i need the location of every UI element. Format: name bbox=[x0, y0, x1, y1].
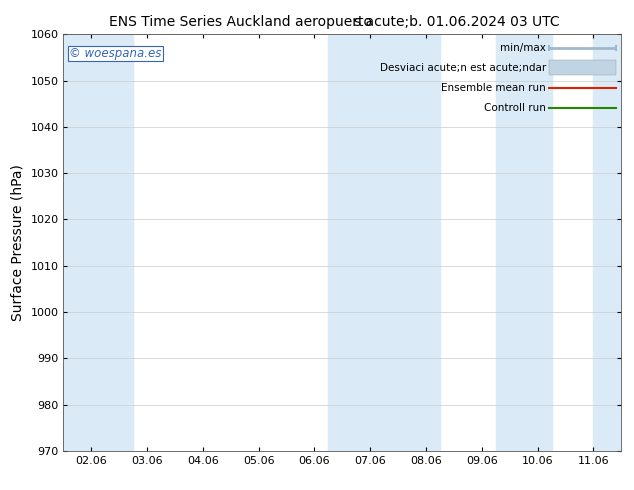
Text: ENS Time Series Auckland aeropuerto: ENS Time Series Auckland aeropuerto bbox=[110, 15, 372, 29]
Text: © woespana.es: © woespana.es bbox=[69, 47, 162, 60]
Text: Ensemble mean run: Ensemble mean run bbox=[441, 83, 546, 93]
Text: min/max: min/max bbox=[500, 43, 546, 52]
Bar bbox=[593, 34, 621, 451]
Bar bbox=[63, 34, 133, 451]
Text: Desviaci acute;n est acute;ndar: Desviaci acute;n est acute;ndar bbox=[380, 63, 546, 73]
Text: s acute;b. 01.06.2024 03 UTC: s acute;b. 01.06.2024 03 UTC bbox=[354, 15, 559, 29]
Bar bbox=[328, 34, 440, 451]
Text: Controll run: Controll run bbox=[484, 102, 546, 113]
Bar bbox=[496, 34, 552, 451]
FancyBboxPatch shape bbox=[549, 60, 616, 75]
Y-axis label: Surface Pressure (hPa): Surface Pressure (hPa) bbox=[11, 164, 25, 321]
